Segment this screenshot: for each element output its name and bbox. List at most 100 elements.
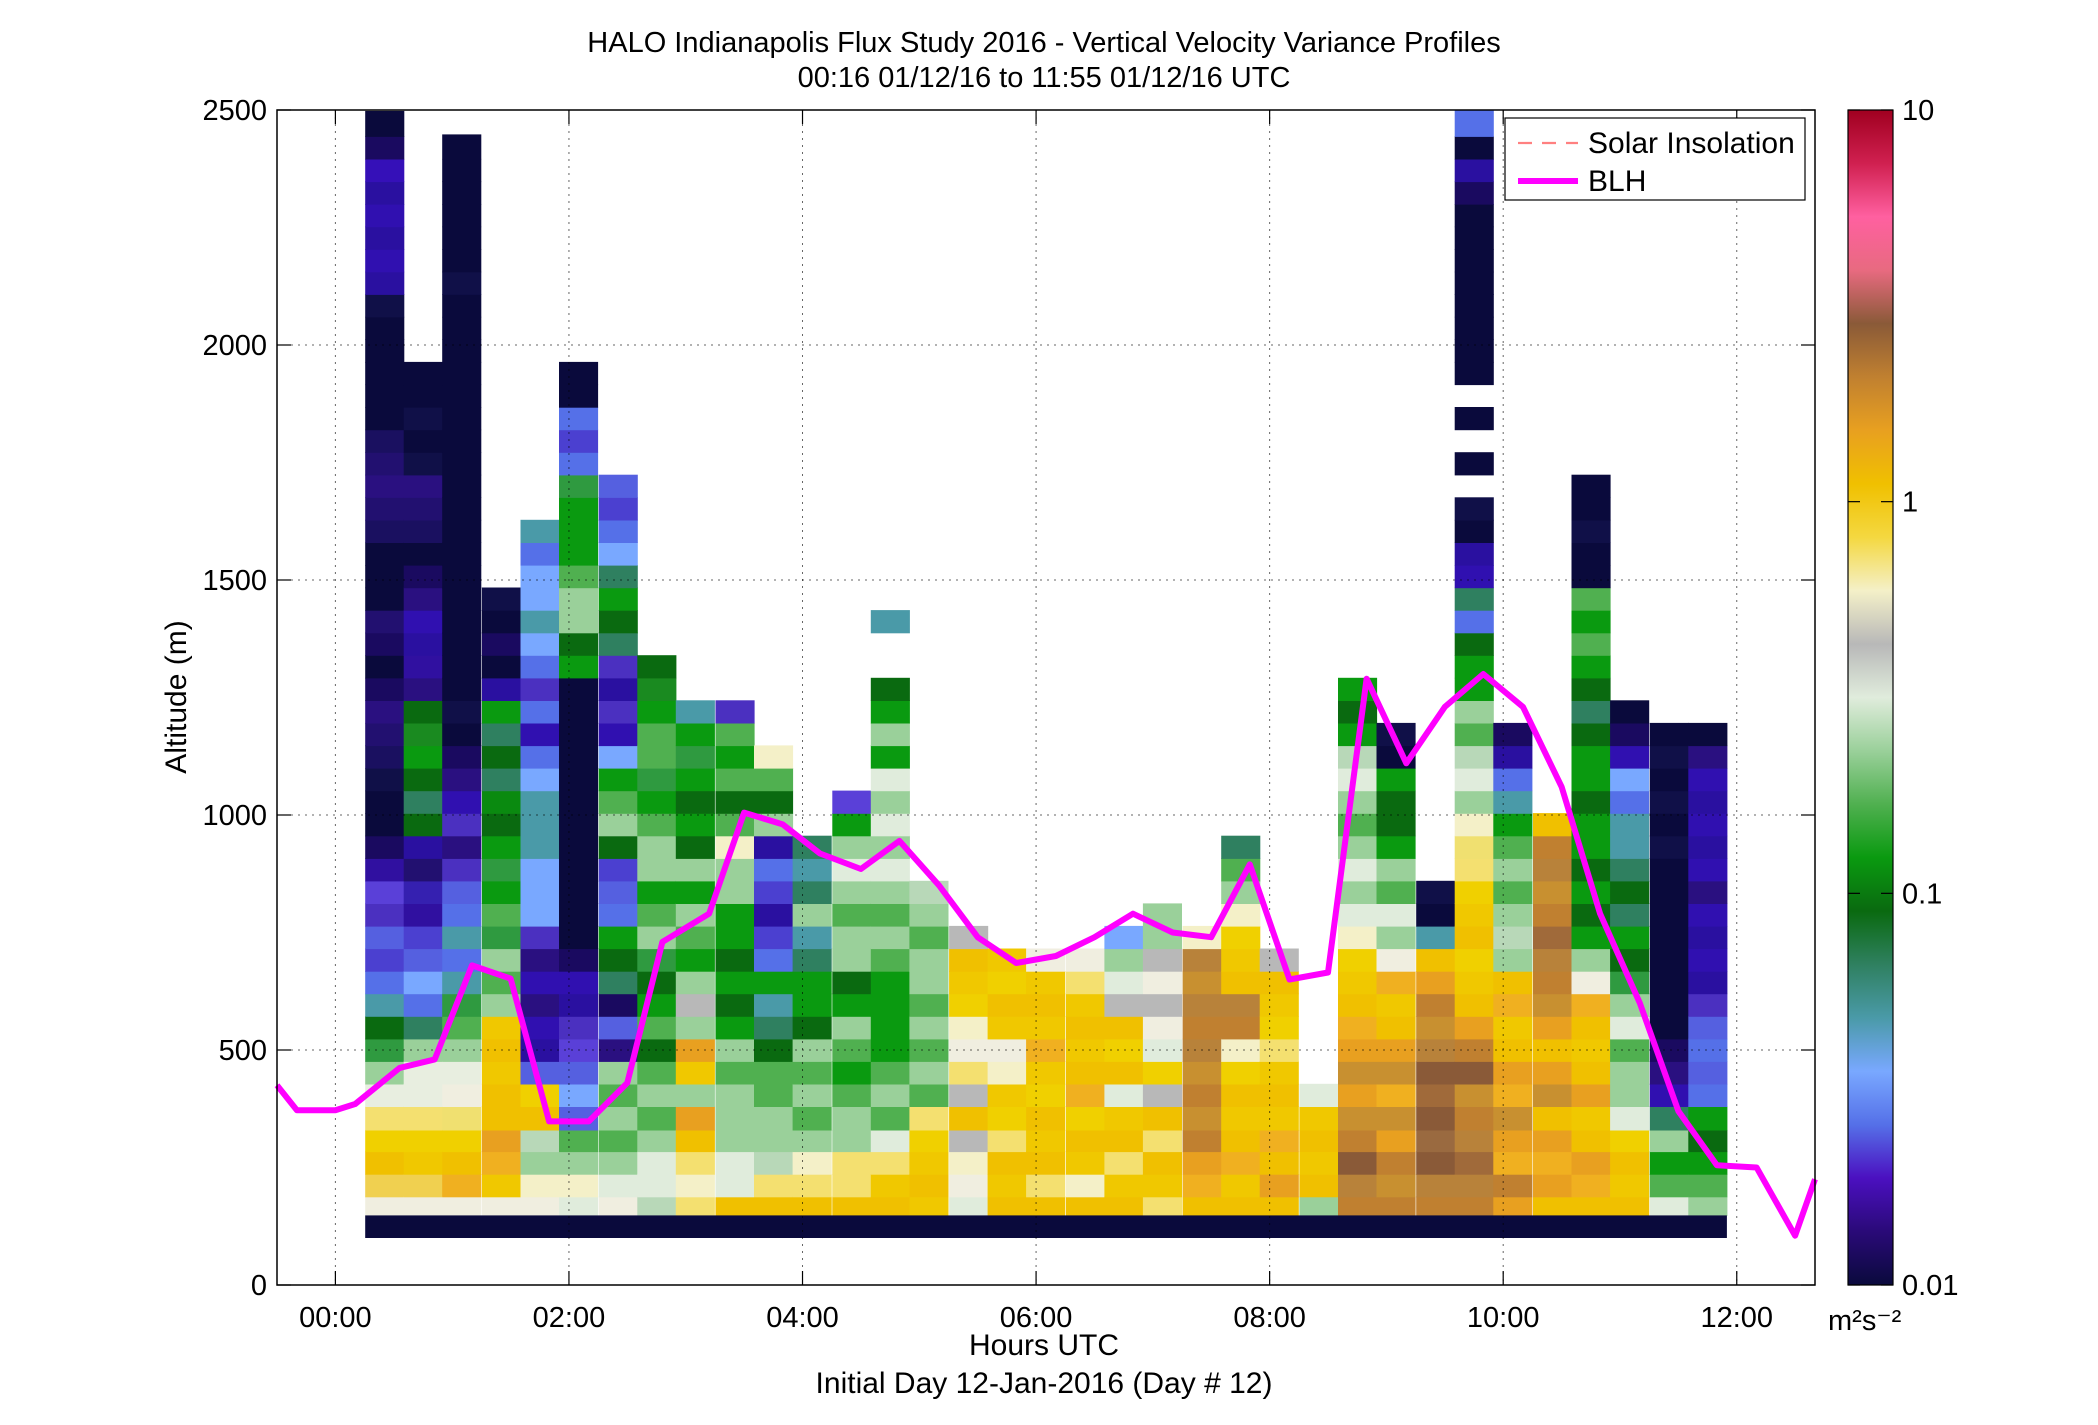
heatmap-cell: [365, 519, 405, 543]
heatmap-cell: [1338, 858, 1378, 882]
heatmap-cell: [559, 610, 599, 634]
heatmap-cell: [1221, 1038, 1261, 1062]
heatmap-cell: [754, 1038, 794, 1062]
heatmap-cell: [715, 1106, 755, 1131]
heatmap-cell: [1454, 1016, 1494, 1040]
heatmap-cell: [481, 1083, 521, 1107]
heatmap-cell: [1221, 925, 1261, 950]
heatmap-cell: [403, 452, 443, 476]
heatmap-cell: [559, 1174, 599, 1198]
heatmap-cell: [1493, 790, 1533, 814]
heatmap-cell: [1026, 1151, 1066, 1175]
heatmap-cell: [365, 745, 405, 769]
heatmap-cell: [1533, 813, 1573, 837]
heatmap-cell: [365, 1151, 405, 1175]
heatmap-cell: [1610, 813, 1650, 837]
heatmap-cell: [1454, 790, 1494, 814]
heatmap-cell: [870, 1083, 910, 1107]
heatmap-cell: [1493, 1174, 1533, 1198]
heatmap-cell: [1221, 1196, 1261, 1216]
heatmap-cell: [1221, 1129, 1261, 1153]
heatmap-cell: [675, 925, 715, 950]
heatmap-cell: [481, 655, 521, 679]
heatmap-cell: [1416, 903, 1456, 927]
heatmap-cell: [792, 993, 832, 1017]
heatmap-cell: [520, 565, 560, 589]
heatmap-cell: [715, 903, 755, 927]
heatmap-cell: [637, 1174, 677, 1198]
heatmap-cell: [1182, 1151, 1222, 1175]
heatmap-cell: [715, 1151, 755, 1175]
heatmap-cell: [1182, 1129, 1222, 1153]
heatmap-cell: [598, 1151, 638, 1175]
heatmap-cell: [1454, 136, 1494, 160]
heatmap-cell: [1649, 1016, 1689, 1040]
heatmap-cell: [403, 519, 443, 543]
colorbar-frame: [1847, 109, 1894, 1286]
heatmap-cell: [1416, 1106, 1456, 1131]
heatmap-cell: [520, 948, 560, 972]
heatmap-cell: [754, 1106, 794, 1131]
heatmap-cell: [520, 790, 560, 814]
heatmap-cell: [715, 722, 755, 747]
heatmap-cell: [1221, 835, 1261, 859]
heatmap-cell: [675, 790, 715, 814]
legend-box: [1504, 117, 1806, 201]
heatmap-cell: [1649, 971, 1689, 995]
heatmap-cell: [403, 610, 443, 634]
heatmap-cell: [481, 700, 521, 724]
heatmap-cell: [403, 632, 443, 656]
heatmap-cell: [1649, 1129, 1689, 1153]
heatmap-cell: [870, 745, 910, 769]
heatmap-cell: [442, 587, 482, 611]
heatmap-cell: [1571, 519, 1611, 543]
heatmap-cell: [1454, 880, 1494, 904]
heatmap-cell: [559, 745, 599, 769]
heatmap-cell: [442, 1038, 482, 1062]
heatmap-cell: [365, 813, 405, 837]
heatmap-cell: [1376, 1016, 1416, 1040]
heatmap-cell: [1571, 925, 1611, 950]
heatmap-cell: [559, 677, 599, 701]
heatmap-cell: [832, 903, 872, 927]
heatmap-cell: [442, 134, 482, 160]
heatmap-cell: [1376, 1061, 1416, 1085]
heatmap-cell: [598, 1106, 638, 1131]
heatmap-cell: [1376, 813, 1416, 837]
heatmap-cell: [365, 1129, 405, 1153]
heatmap-cell: [1065, 1129, 1105, 1153]
heatmap-cell: [909, 1129, 949, 1153]
heatmap-cell: [403, 1083, 443, 1107]
heatmap-cell: [559, 452, 599, 476]
heatmap-cell: [1610, 745, 1650, 769]
heatmap-cell: [1454, 249, 1494, 273]
heatmap-cell: [792, 1061, 832, 1085]
x-axis-label: Hours UTC: [969, 1329, 1119, 1362]
heatmap-cell: [1416, 1016, 1456, 1040]
heatmap-cell: [1454, 722, 1494, 747]
heatmap-cell: [481, 722, 521, 747]
heatmap-cell: [1454, 316, 1494, 340]
heatmap-cell: [637, 677, 677, 701]
heatmap-cell: [442, 1129, 482, 1153]
heatmap-cell: [675, 1061, 715, 1085]
heatmap-cell: [832, 971, 872, 995]
heatmap-cell: [365, 294, 405, 318]
heatmap-cell: [870, 971, 910, 995]
heatmap-cell: [987, 1106, 1027, 1131]
heatmap-cell: [675, 1038, 715, 1062]
heatmap-cell: [1688, 835, 1728, 859]
heatmap-cell: [1376, 971, 1416, 995]
heatmap-cell: [675, 993, 715, 1017]
heatmap-cell: [365, 925, 405, 950]
heatmap-cell: [1338, 790, 1378, 814]
heatmap-cell: [1259, 1151, 1299, 1175]
heatmap-cell: [365, 632, 405, 656]
heatmap-cell: [1571, 722, 1611, 747]
heatmap-cell: [442, 1061, 482, 1085]
heatmap-cell: [1026, 1196, 1066, 1216]
heatmap-cell: [909, 1196, 949, 1216]
heatmap-cell: [1688, 880, 1728, 904]
heatmap-cell: [754, 971, 794, 995]
heatmap-cell: [520, 677, 560, 701]
